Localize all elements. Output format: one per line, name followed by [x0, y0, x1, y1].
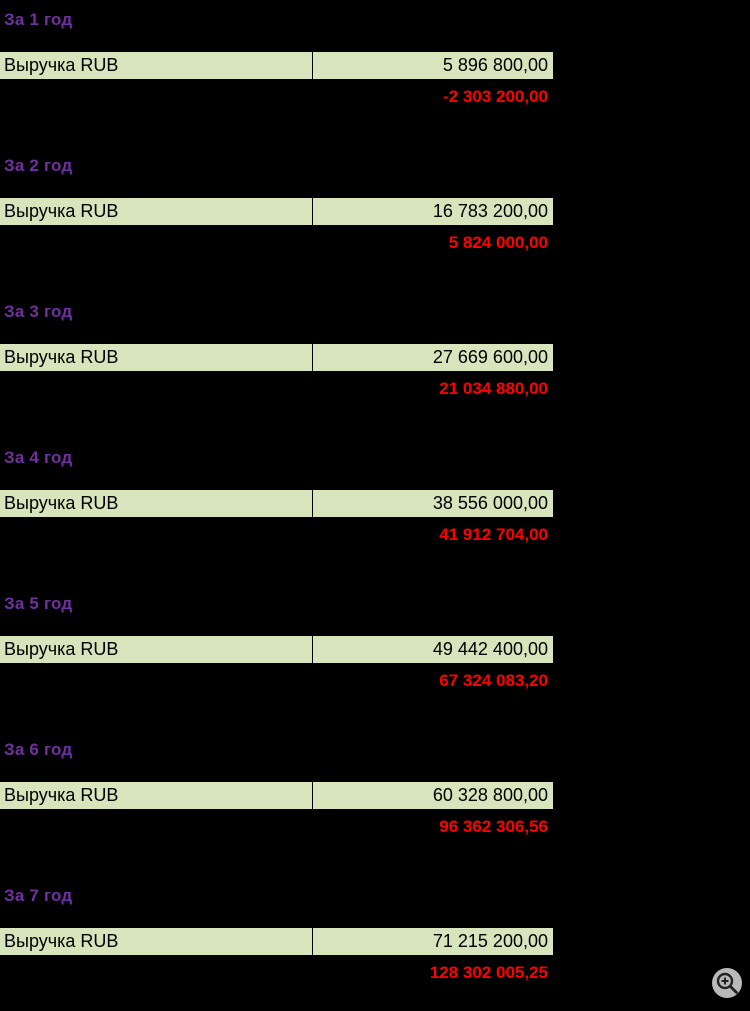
revenue-value-cell: 27 669 600,00	[432, 347, 548, 367]
result-value: 67 324 083,20	[439, 671, 548, 690]
result-value: 96 362 306,56	[439, 817, 548, 836]
result-value: 41 912 704,00	[439, 525, 548, 544]
year-title: За 5 год	[4, 594, 73, 613]
revenue-value-cell: 49 442 400,00	[432, 639, 548, 659]
revenue-value-cell: 38 556 000,00	[432, 493, 548, 513]
zoom-button[interactable]	[711, 967, 743, 999]
revenue-row: Выручка RUB 27 669 600,00	[0, 344, 553, 371]
year-block-7: За 7 год Выручка RUB 71 215 200,00 128 3…	[0, 876, 750, 1011]
revenue-value-cell: 71 215 200,00	[432, 931, 548, 951]
revenue-label-cell: Выручка RUB	[0, 52, 313, 79]
revenue-value-cell: 5 896 800,00	[442, 55, 548, 75]
revenue-label-cell: Выручка RUB	[0, 344, 313, 371]
year-title: За 7 год	[4, 886, 73, 905]
revenue-value-cell: 60 328 800,00	[432, 785, 548, 805]
year-title: За 2 год	[4, 156, 73, 175]
result-value: -2 303 200,00	[443, 87, 548, 106]
revenue-row: Выручка RUB 38 556 000,00	[0, 490, 553, 517]
year-title: За 1 год	[4, 10, 73, 29]
year-block-6: За 6 год Выручка RUB 60 328 800,00 96 36…	[0, 730, 750, 876]
year-block-5: За 5 год Выручка RUB 49 442 400,00 67 32…	[0, 584, 750, 730]
revenue-row: Выручка RUB 49 442 400,00	[0, 636, 553, 663]
revenue-label-cell: Выручка RUB	[0, 928, 313, 955]
year-block-1: За 1 год Выручка RUB 5 896 800,00 -2 303…	[0, 0, 750, 146]
revenue-row: Выручка RUB 60 328 800,00	[0, 782, 553, 809]
magnifier-plus-icon	[712, 968, 742, 998]
year-block-4: За 4 год Выручка RUB 38 556 000,00 41 91…	[0, 438, 750, 584]
year-title: За 6 год	[4, 740, 73, 759]
revenue-label-cell: Выручка RUB	[0, 198, 313, 225]
revenue-label-cell: Выручка RUB	[0, 490, 313, 517]
revenue-row: Выручка RUB 5 896 800,00	[0, 52, 553, 79]
revenue-row: Выручка RUB 71 215 200,00	[0, 928, 553, 955]
result-value: 128 302 005,25	[429, 963, 548, 982]
year-title: За 4 год	[4, 448, 73, 467]
year-block-3: За 3 год Выручка RUB 27 669 600,00 21 03…	[0, 292, 750, 438]
year-title: За 3 год	[4, 302, 73, 321]
revenue-label-cell: Выручка RUB	[0, 782, 313, 809]
revenue-label-cell: Выручка RUB	[0, 636, 313, 663]
revenue-value-cell: 16 783 200,00	[432, 201, 548, 221]
result-value: 21 034 880,00	[439, 379, 548, 398]
revenue-row: Выручка RUB 16 783 200,00	[0, 198, 553, 225]
year-block-2: За 2 год Выручка RUB 16 783 200,00 5 824…	[0, 146, 750, 292]
result-value: 5 824 000,00	[448, 233, 548, 252]
